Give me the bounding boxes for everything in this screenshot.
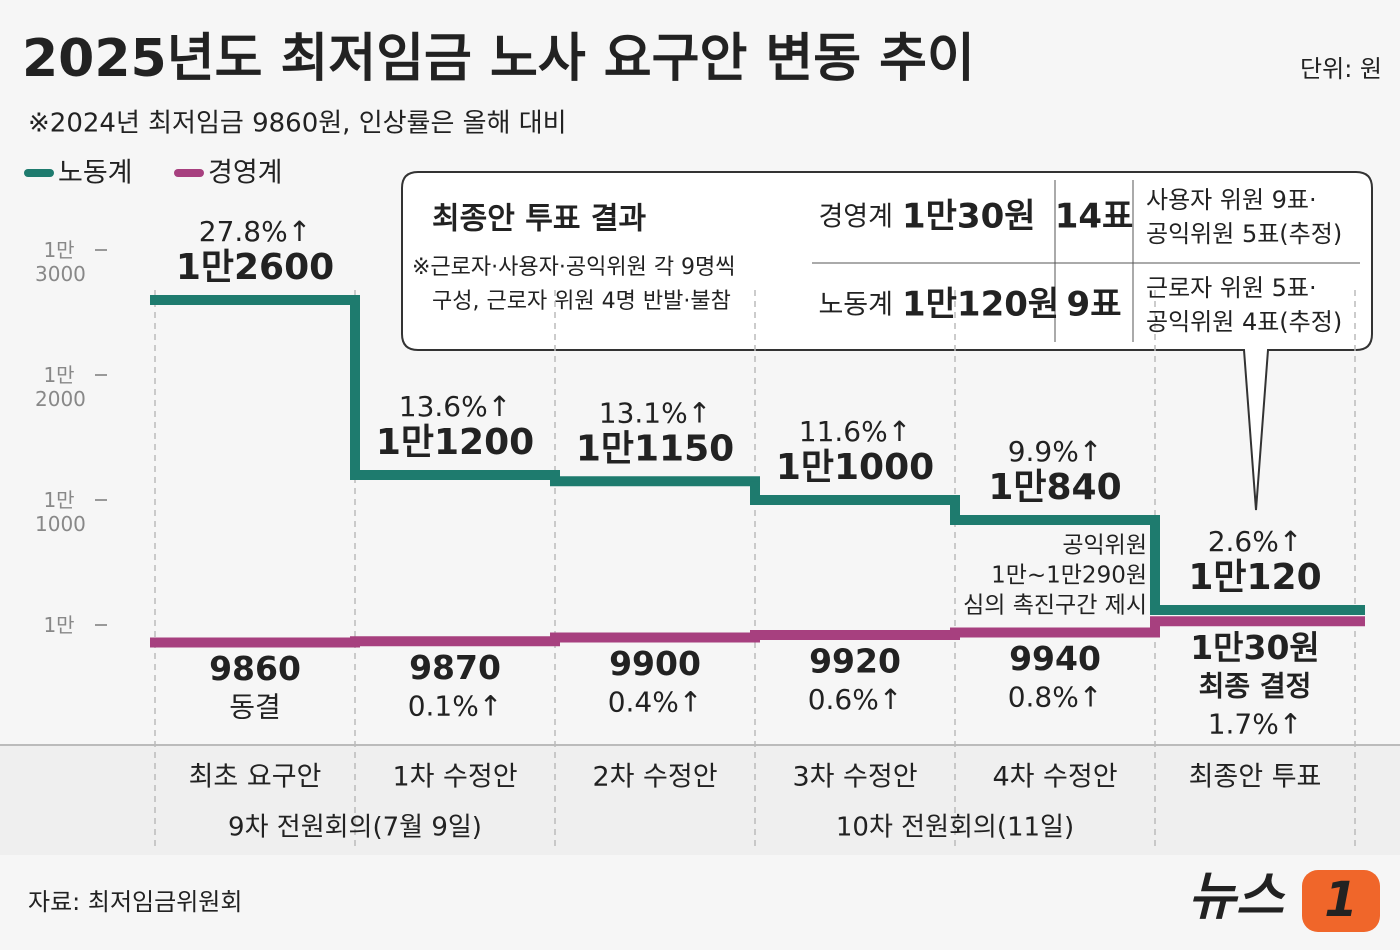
vote-side: 노동계: [818, 290, 893, 321]
vote-note: ※근로자·사용자·공익위원 각 9명씩: [412, 255, 736, 280]
vote-detail: 공익위원 4표(추정): [1146, 308, 1342, 336]
x-tick-label: 최초 요구안: [189, 762, 322, 793]
logo-mark-bg: [1302, 870, 1380, 932]
annotation: 심의 촉진구간 제시: [963, 593, 1147, 619]
logo-mark: 1: [1324, 872, 1357, 928]
chart-title: 2025년도 최저임금 노사 요구안 변동 추이: [22, 29, 975, 89]
vote-side: 경영계: [818, 202, 893, 233]
x-tick-label: 3차 수정안: [792, 762, 917, 793]
change-label: 11.6%↑: [799, 415, 911, 448]
change-label: 0.6%↑: [808, 683, 903, 716]
annotation: 1만~1만290원: [991, 563, 1147, 589]
change-label: 27.8%↑: [199, 215, 311, 248]
value-label: 1만1200: [376, 422, 534, 463]
value-label: 1만840: [988, 467, 1121, 508]
change-label: 동결: [229, 691, 281, 724]
value-label: 9870: [409, 648, 501, 687]
y-tick-label: 1만 2000: [35, 363, 86, 411]
vote-detail: 근로자 위원 5표·: [1146, 274, 1317, 302]
change-label: 13.6%↑: [399, 390, 511, 423]
vote-count: 14표: [1055, 197, 1134, 237]
callout-box: [401, 171, 1373, 511]
vote-detail: 공익위원 5표(추정): [1146, 220, 1342, 248]
change-label: 0.8%↑: [1008, 681, 1103, 714]
value-label: 1만1000: [776, 447, 934, 488]
x-tick-label: 4차 수정안: [992, 762, 1117, 793]
change-label: 1.7%↑: [1208, 707, 1303, 740]
y-tick-label: 1만 1000: [35, 488, 86, 536]
value-label: 1만30원: [1190, 628, 1320, 667]
change-label: 9.9%↑: [1008, 435, 1103, 468]
unit: 단위: 원: [1300, 55, 1382, 83]
change-label: 13.1%↑: [599, 396, 711, 429]
vote-proposal: 1만30원: [902, 197, 1036, 237]
value-label: 9940: [1009, 639, 1101, 678]
y-tick-label: 1만: [43, 613, 75, 637]
vote-count: 9표: [1067, 285, 1122, 325]
vote-title: 최종안 투표 결과: [432, 202, 646, 237]
change-label: 0.1%↑: [408, 689, 503, 722]
value-label: 9860: [209, 649, 301, 688]
group-label: 10차 전원회의(11일): [836, 813, 1074, 843]
x-tick-label: 2차 수정안: [592, 762, 717, 793]
legend-label: 경영계: [208, 158, 283, 189]
value-label: 1만2600: [176, 247, 334, 288]
logo-text: 뉴스: [1188, 867, 1286, 927]
vote-note: 구성, 근로자 위원 4명 반발·불참: [432, 289, 731, 314]
y-tick-label: 1만 3000: [35, 238, 86, 286]
category-band: [0, 745, 1400, 855]
x-tick-label: 1차 수정안: [392, 762, 517, 793]
source: 자료: 최저임금위원회: [28, 888, 242, 916]
legend-label: 노동계: [58, 158, 133, 189]
vote-detail: 사용자 위원 9표·: [1146, 186, 1317, 214]
annotation: 공익위원: [1062, 533, 1147, 559]
vote-proposal: 1만120원: [902, 285, 1059, 325]
value-label: 9900: [609, 644, 701, 683]
final-note: 최종 결정: [1199, 669, 1312, 702]
value-label: 9920: [809, 642, 901, 681]
group-label: 9차 전원회의(7월 9일): [228, 813, 482, 843]
value-label: 1만120: [1188, 557, 1321, 598]
value-label: 1만1150: [576, 428, 734, 469]
x-tick-label: 최종안 투표: [1189, 762, 1322, 793]
change-label: 2.6%↑: [1208, 525, 1303, 558]
subtitle: ※2024년 최저임금 9860원, 인상률은 올해 대비: [28, 109, 567, 139]
change-label: 0.4%↑: [608, 686, 703, 719]
